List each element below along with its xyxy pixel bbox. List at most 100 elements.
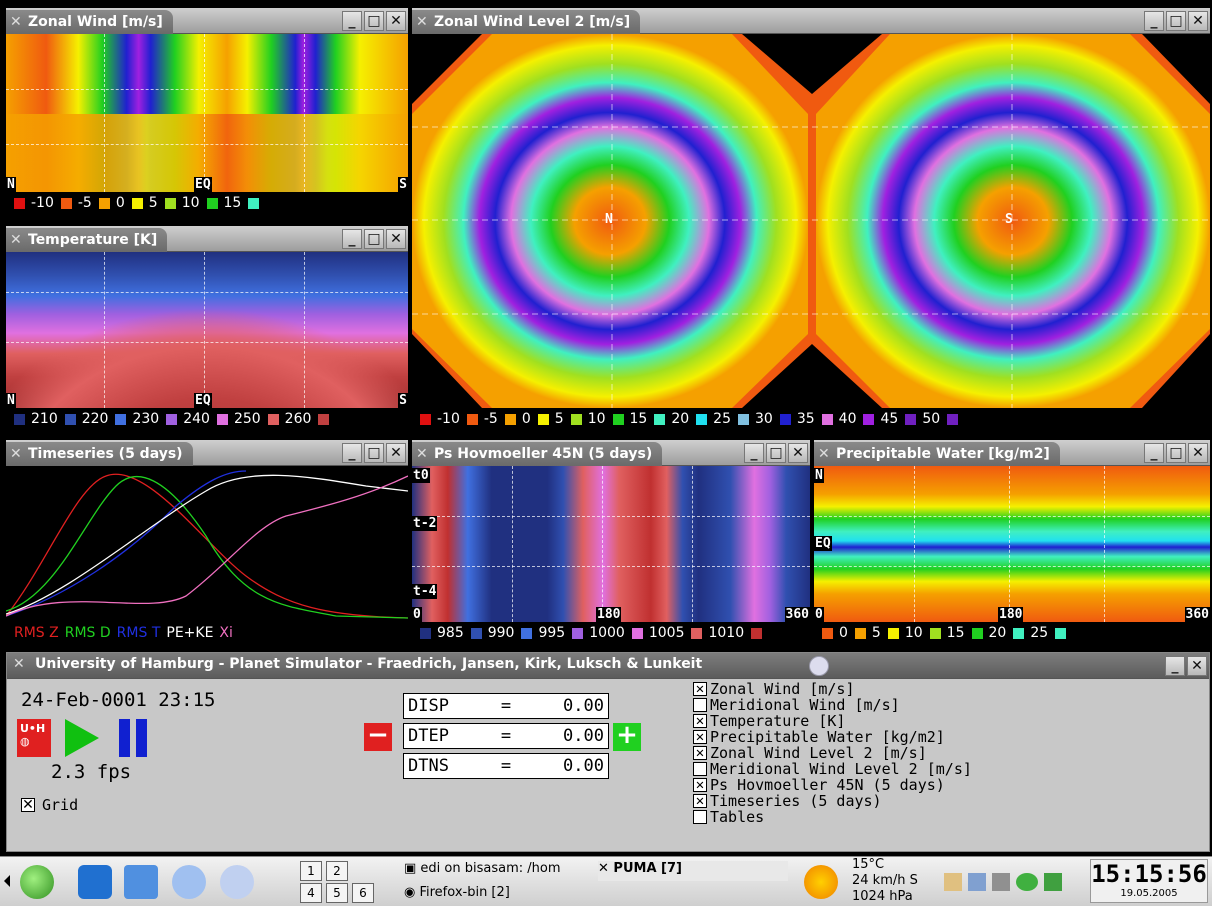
toggle-checkbox[interactable]: ✕ <box>693 682 707 696</box>
monitor-icon[interactable] <box>1044 873 1062 891</box>
clock[interactable]: 15:15:56 19.05.2005 <box>1090 859 1208 903</box>
minimize-button[interactable]: _ <box>1144 443 1164 463</box>
increase-button[interactable]: + <box>613 722 641 751</box>
close-button[interactable]: ✕ <box>788 443 808 463</box>
desktop-1[interactable]: 1 <box>300 861 322 881</box>
weather-sun-icon[interactable] <box>804 865 838 899</box>
param-dtep[interactable]: DTEP = 0.00 <box>403 723 609 749</box>
window-title-tab[interactable]: ✕ Temperature [K] <box>6 228 168 252</box>
close-button[interactable]: ✕ <box>1187 656 1207 676</box>
task-terminal[interactable]: ▣ edi on bisasam: /hom <box>404 861 590 881</box>
legend-label: 10 <box>587 411 606 427</box>
home-icon[interactable] <box>78 865 112 899</box>
polar-plot: N S <box>412 34 1210 408</box>
close-button[interactable]: ✕ <box>1188 443 1208 463</box>
maximize-button[interactable]: □ <box>1166 11 1186 31</box>
hovmoeller-plot: t0 t-2 t-4 0 180 360 <box>412 466 810 622</box>
decrease-button[interactable]: − <box>364 722 392 751</box>
color-legend: 985 990 995 1000 1005 1010 <box>412 622 810 644</box>
pole-label-n: N <box>605 212 613 227</box>
task-puma[interactable]: ✕ PUMA [7] <box>598 861 788 881</box>
titlebar[interactable]: ✕ Timeseries (5 days) _ □ ✕ <box>6 440 408 466</box>
legend-swatch <box>738 413 749 425</box>
window-toggle[interactable]: Tables <box>693 809 972 825</box>
grid-checkbox[interactable]: ✕ Grid <box>21 797 78 813</box>
grid-checkbox-box[interactable]: ✕ <box>21 797 35 813</box>
desktop-6[interactable]: 6 <box>352 883 374 903</box>
window-toggle[interactable]: ✕ Zonal Wind Level 2 [m/s] <box>693 745 972 761</box>
toggle-checkbox[interactable] <box>693 698 707 712</box>
maximize-button[interactable]: □ <box>364 443 384 463</box>
titlebar[interactable]: ✕ Temperature [K] _ □ ✕ <box>6 226 408 252</box>
titlebar[interactable]: ✕ Ps Hovmoeller 45N (5 days) _ □ ✕ <box>412 440 810 466</box>
toggle-checkbox[interactable] <box>693 810 707 824</box>
taskbar-arrow-left-icon[interactable] <box>4 875 10 887</box>
printer-icon[interactable] <box>992 873 1010 891</box>
window-toggle[interactable]: ✕ Ps Hovmoeller 45N (5 days) <box>693 777 972 793</box>
minimize-button[interactable]: _ <box>744 443 764 463</box>
legend-swatch <box>216 413 228 425</box>
maximize-button[interactable]: □ <box>364 229 384 249</box>
legend-label: 0 <box>521 411 531 427</box>
legend-swatch <box>98 197 110 209</box>
task-firefox[interactable]: ◉ Firefox-bin [2] <box>404 885 590 905</box>
maximize-button[interactable]: □ <box>1166 443 1186 463</box>
close-button[interactable]: ✕ <box>386 11 406 31</box>
play-icon[interactable] <box>65 719 99 757</box>
toggle-checkbox[interactable]: ✕ <box>693 746 707 760</box>
window-toggle[interactable]: ✕ Zonal Wind [m/s] <box>693 681 972 697</box>
minimize-button[interactable]: _ <box>1165 656 1185 676</box>
maximize-button[interactable]: □ <box>364 11 384 31</box>
close-button[interactable]: ✕ <box>386 443 406 463</box>
desktop-5[interactable]: 5 <box>326 883 348 903</box>
file-manager-icon[interactable] <box>124 865 158 899</box>
window-title-tab[interactable]: ✕ Zonal Wind Level 2 [m/s] <box>412 10 641 34</box>
suse-watcher-icon[interactable] <box>1016 873 1038 891</box>
tray-icons[interactable] <box>944 873 1084 893</box>
param-dtns[interactable]: DTNS = 0.00 <box>403 753 609 779</box>
window-toggle[interactable]: ✕ Timeseries (5 days) <box>693 793 972 809</box>
app-x-icon: ✕ <box>818 446 830 462</box>
weather-wind: 24 km/h S <box>852 873 918 888</box>
window-title-tab[interactable]: ✕ Zonal Wind [m/s] <box>6 10 173 34</box>
window-toggle[interactable]: ✕ Precipitable Water [kg/m2] <box>693 729 972 745</box>
klipper-icon[interactable] <box>944 873 962 891</box>
legend-item: 0 <box>504 411 531 427</box>
param-disp[interactable]: DISP = 0.00 <box>403 693 609 719</box>
window-title-tab[interactable]: ✕ Ps Hovmoeller 45N (5 days) <box>412 442 663 466</box>
window-title-tab[interactable]: ✕ Precipitable Water [kg/m2] <box>814 442 1060 466</box>
titlebar[interactable]: ✕ Zonal Wind Level 2 [m/s] _ □ ✕ <box>412 8 1210 34</box>
titlebar[interactable]: ✕ Zonal Wind [m/s] _ □ ✕ <box>6 8 408 34</box>
window-toggle[interactable]: ✕ Temperature [K] <box>693 713 972 729</box>
minimize-button[interactable]: _ <box>342 443 362 463</box>
toggle-checkbox[interactable] <box>693 762 707 776</box>
close-button[interactable]: ✕ <box>1188 11 1208 31</box>
toggle-checkbox[interactable]: ✕ <box>693 794 707 808</box>
window-toggle[interactable]: Meridional Wind [m/s] <box>693 697 972 713</box>
legend-item: 35 <box>779 411 815 427</box>
suse-menu-icon[interactable] <box>20 865 54 899</box>
legend-swatch <box>60 197 72 209</box>
toggle-checkbox[interactable]: ✕ <box>693 714 707 728</box>
pause-icon[interactable] <box>119 719 149 757</box>
control-titlebar[interactable]: ✕ University of Hamburg - Planet Simulat… <box>7 653 1209 679</box>
maximize-button[interactable]: □ <box>766 443 786 463</box>
minimize-button[interactable]: _ <box>1144 11 1164 31</box>
close-button[interactable]: ✕ <box>386 229 406 249</box>
legend-label: 1000 <box>589 625 625 641</box>
window-title-tab[interactable]: ✕ Timeseries (5 days) <box>6 442 193 466</box>
kde-help-icon[interactable] <box>172 865 206 899</box>
minimize-button[interactable]: _ <box>342 229 362 249</box>
titlebar[interactable]: ✕ Precipitable Water [kg/m2] _ □ ✕ <box>814 440 1210 466</box>
toggle-label: Precipitable Water [kg/m2] <box>710 728 945 746</box>
toggle-checkbox[interactable]: ✕ <box>693 778 707 792</box>
window-toggle[interactable]: Meridional Wind Level 2 [m/s] <box>693 761 972 777</box>
desktop-icon[interactable] <box>220 865 254 899</box>
network-icon[interactable] <box>968 873 986 891</box>
minimize-button[interactable]: _ <box>342 11 362 31</box>
toggle-checkbox[interactable]: ✕ <box>693 730 707 744</box>
desktop-2[interactable]: 2 <box>326 861 348 881</box>
uh-logo-icon[interactable]: U•H ◍ <box>17 719 51 757</box>
desktop-4[interactable]: 4 <box>300 883 322 903</box>
legend-swatch <box>929 627 941 639</box>
